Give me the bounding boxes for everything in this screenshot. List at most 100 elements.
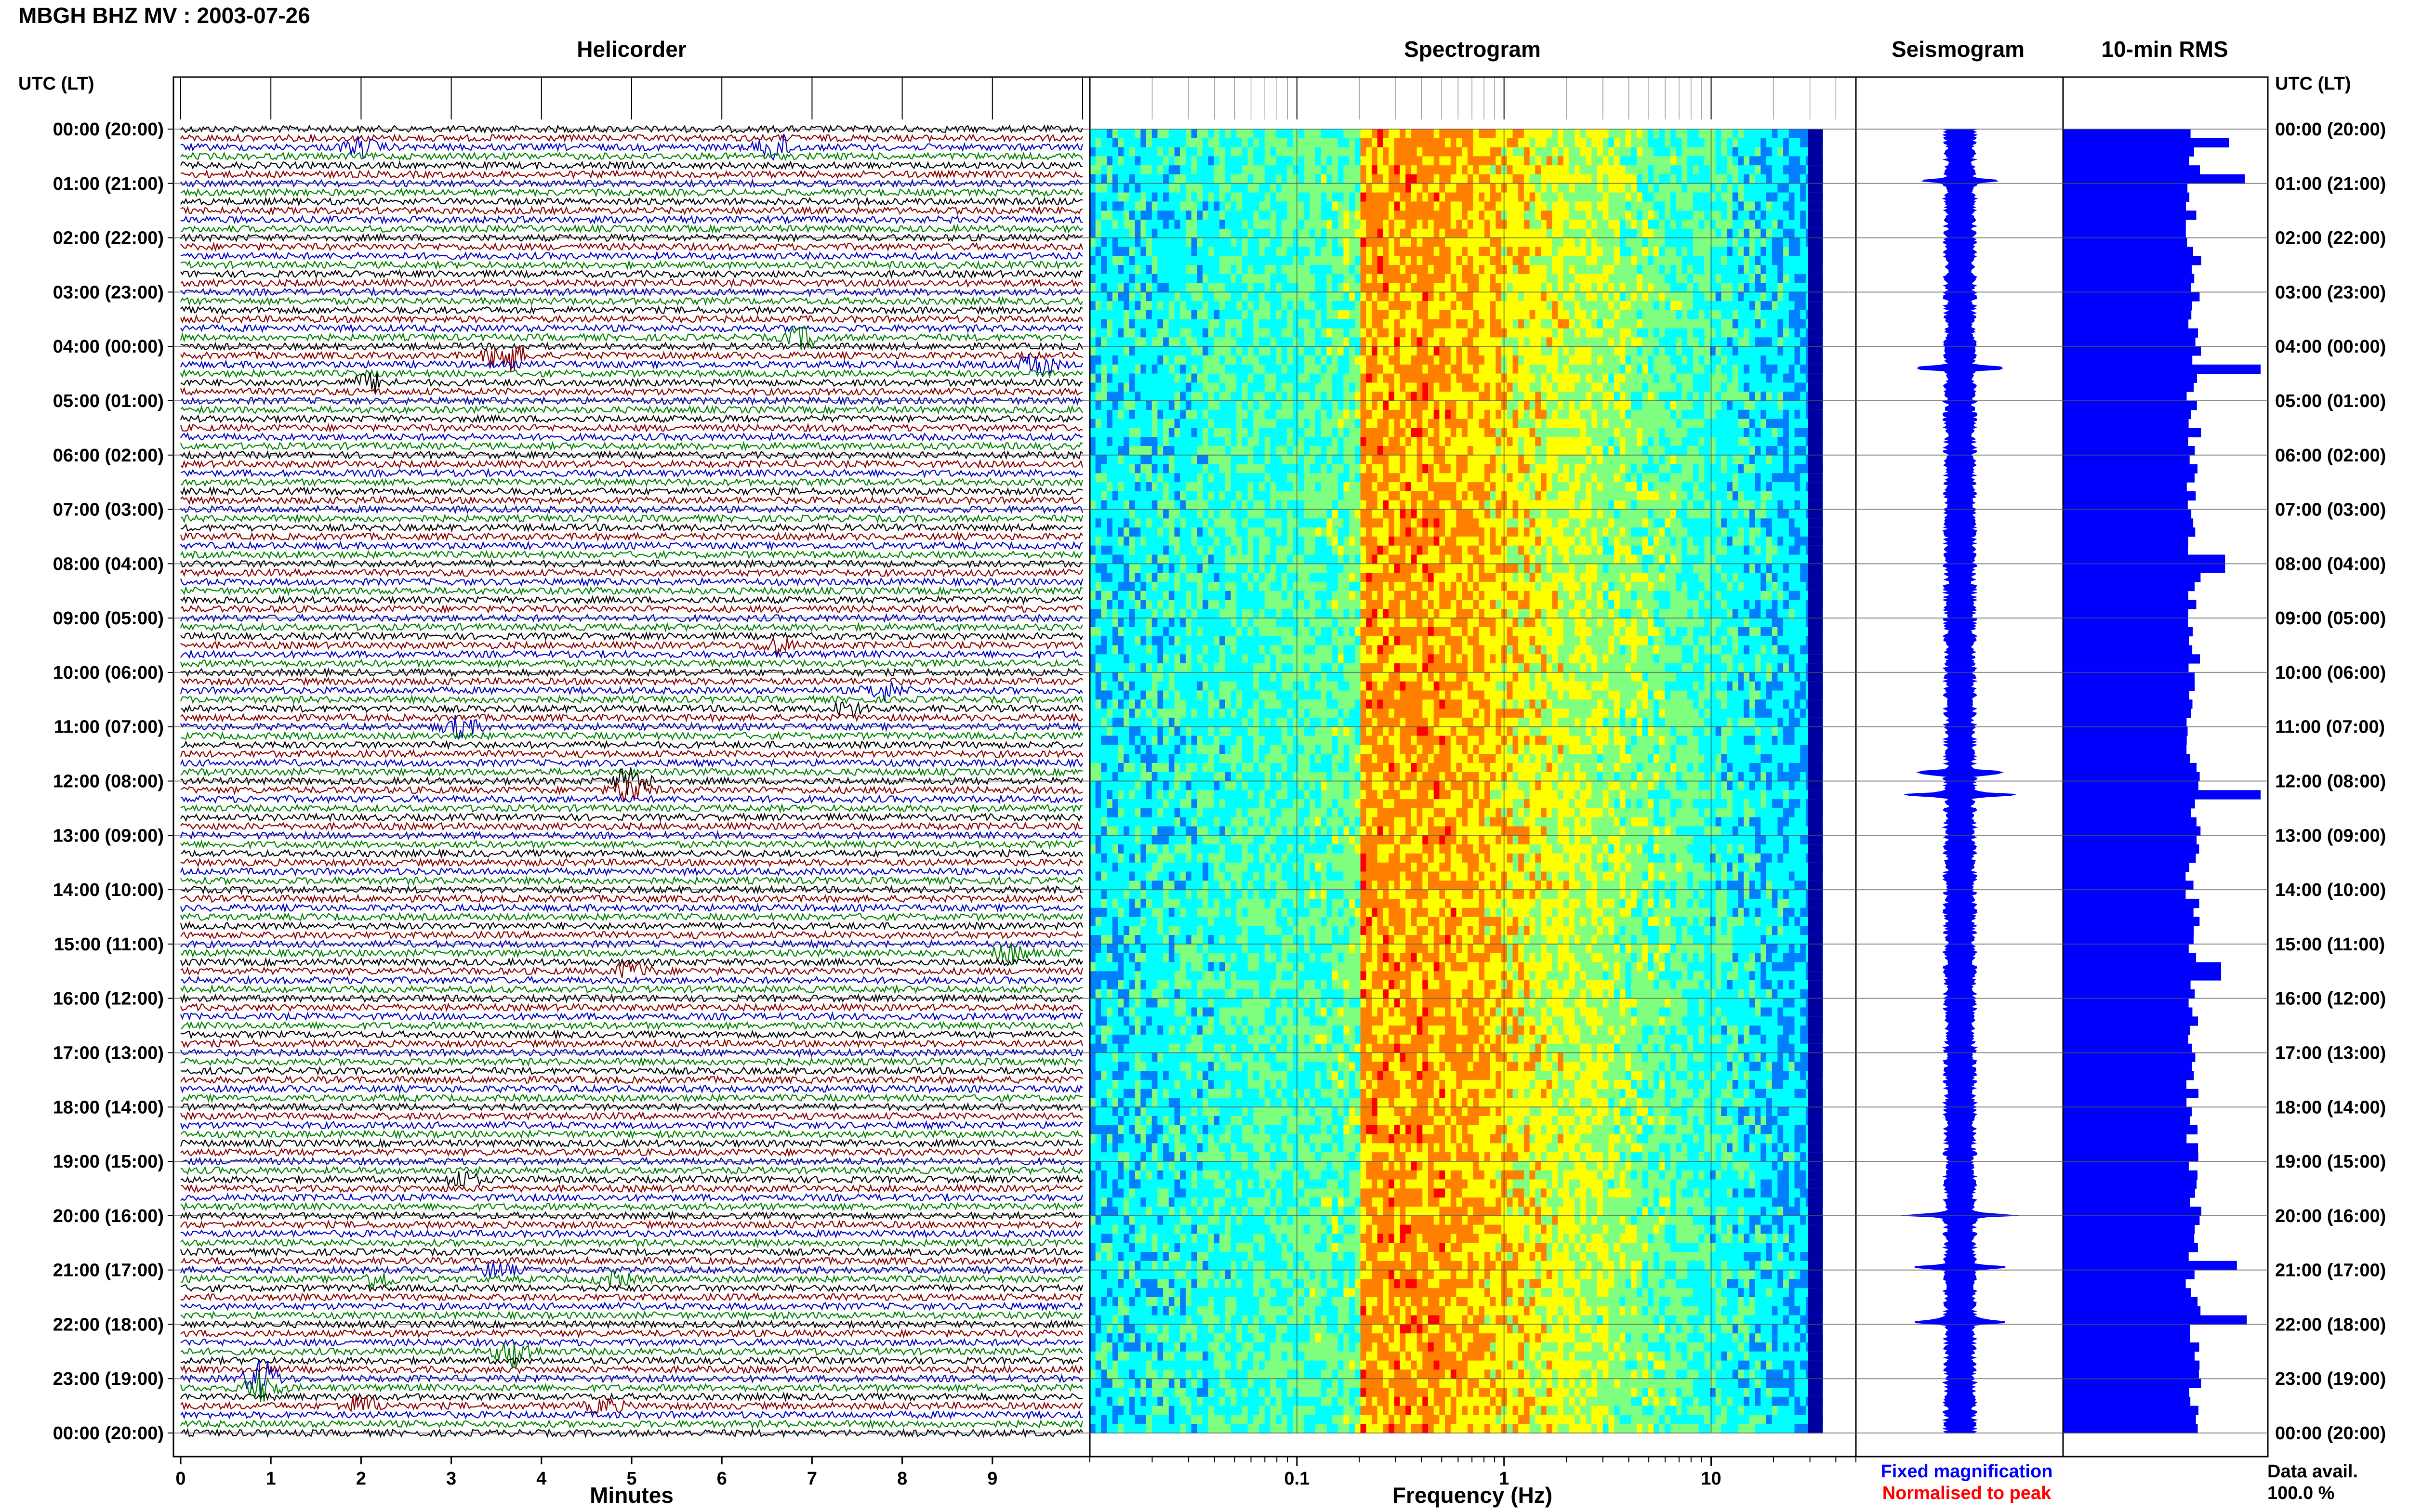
spectrogram-cell xyxy=(1293,192,1299,202)
spectrogram-cell xyxy=(1383,310,1389,320)
spectrogram-cell xyxy=(1107,165,1113,175)
spectrogram-cell xyxy=(1456,201,1462,211)
spectrogram-cell xyxy=(1654,401,1660,410)
spectrogram-cell xyxy=(1281,382,1288,392)
spectrogram-cell xyxy=(1405,346,1412,356)
spectrogram-cell xyxy=(1225,192,1231,202)
spectrogram-cell xyxy=(1636,283,1643,292)
spectrogram-cell xyxy=(1354,210,1361,220)
spectrogram-cell xyxy=(1174,401,1180,410)
spectrogram-cell xyxy=(1174,292,1180,302)
spectrogram-cell xyxy=(1693,373,1699,383)
spectrogram-cell xyxy=(1727,174,1733,184)
spectrogram-cell xyxy=(1140,409,1147,420)
spectrogram-cell xyxy=(1140,328,1147,338)
spectrogram-cell xyxy=(1783,247,1789,256)
spectrogram-cell xyxy=(1225,401,1231,410)
spectrogram-cell xyxy=(1315,328,1322,338)
spectrogram-cell xyxy=(1783,319,1789,329)
spectrogram-cell xyxy=(1304,355,1310,365)
spectrogram-cell xyxy=(1287,174,1293,184)
spectrogram-cell xyxy=(1203,192,1209,202)
spectrogram-cell xyxy=(1247,237,1254,247)
spectrogram-cell xyxy=(1693,310,1699,320)
helicorder-trace xyxy=(180,550,1083,560)
spectrogram-cell xyxy=(1180,446,1186,456)
spectrogram-cell xyxy=(1264,165,1271,175)
spectrogram-cell xyxy=(1631,355,1637,365)
spectrogram-cell xyxy=(1625,192,1631,202)
spectrogram-cell xyxy=(1360,310,1367,320)
spectrogram-cell xyxy=(1535,392,1541,401)
spectrogram-cell xyxy=(1298,409,1305,420)
spectrogram-cell xyxy=(1129,364,1136,374)
spectrogram-cell xyxy=(1693,129,1699,139)
spectrogram-cell xyxy=(1197,237,1203,247)
spectrogram-cell xyxy=(1095,319,1102,329)
spectrogram-cell xyxy=(1479,165,1485,175)
spectrogram-cell xyxy=(1507,147,1513,157)
spectrogram-cell xyxy=(1794,337,1800,347)
spectrogram-cell xyxy=(1484,346,1491,356)
spectrogram-cell xyxy=(1523,265,1530,275)
spectrogram-cell xyxy=(1270,446,1276,456)
spectrogram-cell xyxy=(1264,292,1271,302)
spectrogram-cell xyxy=(1124,274,1130,284)
spectrogram-cell xyxy=(1704,428,1710,437)
spectrogram-cell xyxy=(1744,210,1750,220)
spectrogram-cell xyxy=(1281,301,1288,311)
spectrogram-cell xyxy=(1473,138,1480,148)
spectrogram-cell xyxy=(1523,446,1530,456)
spectrogram-cell xyxy=(1394,165,1401,175)
spectrogram-cell xyxy=(1107,401,1113,410)
spectrogram-cell xyxy=(1670,156,1677,166)
helicorder-trace xyxy=(180,875,1083,886)
spectrogram-cell xyxy=(1755,328,1761,338)
spectrogram-cell xyxy=(1135,292,1141,302)
spectrogram-cell xyxy=(1168,301,1175,311)
spectrogram-cell xyxy=(1698,346,1705,356)
spectrogram-cell xyxy=(1800,192,1806,202)
spectrogram-cell xyxy=(1343,364,1350,374)
spectrogram-cell xyxy=(1298,419,1305,428)
spectrogram-cell xyxy=(1225,220,1231,229)
spectrogram-cell xyxy=(1659,337,1666,347)
spectrogram-cell xyxy=(1191,192,1198,202)
spectrogram-cell xyxy=(1738,392,1744,401)
spectrogram-cell xyxy=(1738,228,1744,238)
spectrogram-cell xyxy=(1242,301,1248,311)
spectrogram-cell xyxy=(1157,328,1164,338)
spectrogram-cell xyxy=(1636,364,1643,374)
spectrogram-cell xyxy=(1411,346,1417,356)
spectrogram-cell xyxy=(1473,265,1480,275)
spectrogram-cell xyxy=(1389,165,1395,175)
spectrogram-cell xyxy=(1259,228,1265,238)
spectrogram-cell xyxy=(1219,437,1226,447)
spectrogram-cell xyxy=(1163,392,1169,401)
spectrogram-cell xyxy=(1512,301,1519,311)
spectrogram-cell xyxy=(1777,147,1784,157)
spectrogram-cell xyxy=(1112,201,1119,211)
spectrogram-cell xyxy=(1727,346,1733,356)
spectrogram-cell xyxy=(1698,228,1705,238)
spectrogram-cell xyxy=(1642,301,1649,311)
spectrogram-cell xyxy=(1591,237,1598,247)
helicorder-trace xyxy=(180,604,1083,614)
spectrogram-cell xyxy=(1332,301,1338,311)
spectrogram-cell xyxy=(1625,292,1631,302)
spectrogram-cell xyxy=(1163,237,1169,247)
spectrogram-cell xyxy=(1698,364,1705,374)
spectrogram-cell xyxy=(1101,237,1107,247)
spectrogram-cell xyxy=(1095,183,1102,193)
spectrogram-cell xyxy=(1738,265,1744,275)
spectrogram-cell xyxy=(1715,265,1722,275)
spectrogram-cell xyxy=(1490,419,1496,428)
spectrogram-cell xyxy=(1788,138,1795,148)
spectrogram-cell xyxy=(1326,319,1333,329)
spectrogram-cell xyxy=(1625,346,1631,356)
spectrogram-cell xyxy=(1808,247,1823,256)
spectrogram-cell xyxy=(1591,419,1598,428)
spectrogram-cell xyxy=(1163,283,1169,292)
spectrogram-cell xyxy=(1394,220,1401,229)
spectrogram-cell xyxy=(1636,256,1643,265)
